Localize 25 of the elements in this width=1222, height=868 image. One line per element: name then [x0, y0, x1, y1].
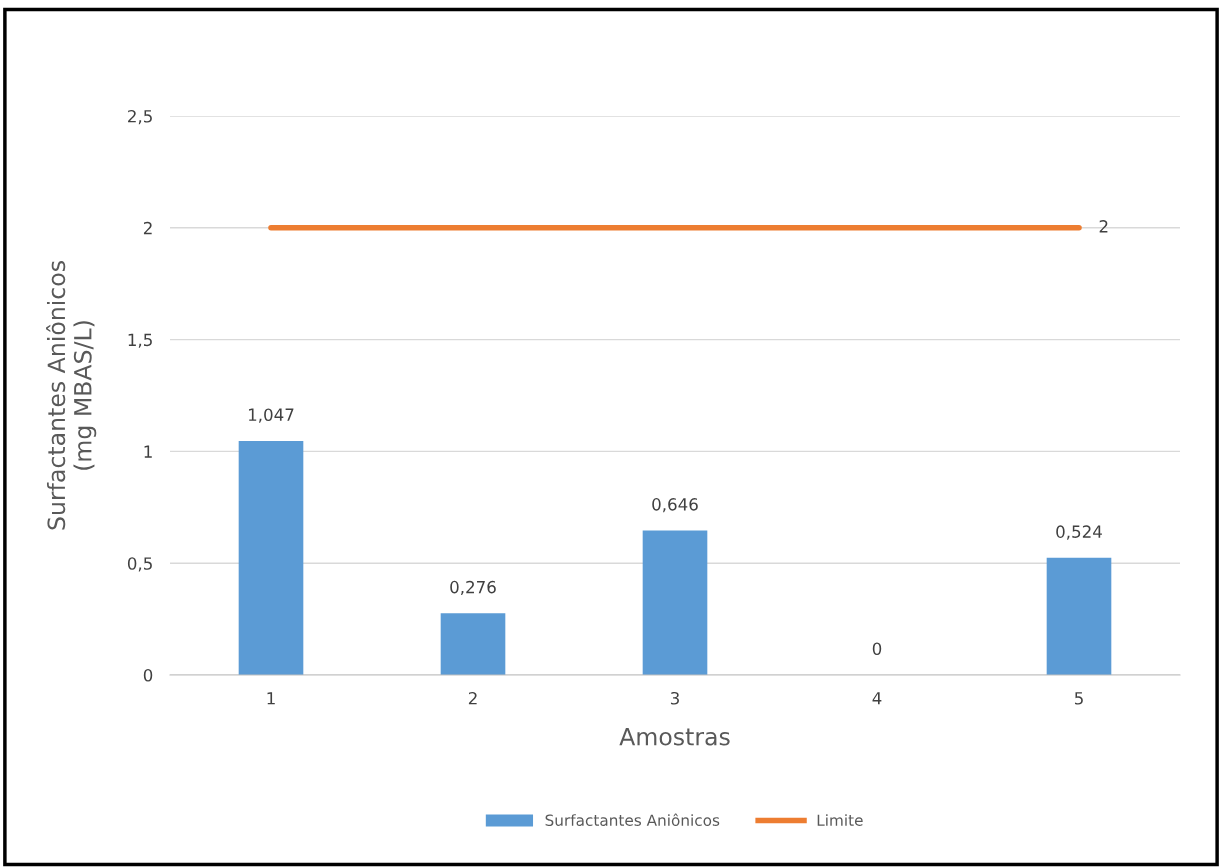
data-label: 1,047 — [248, 408, 294, 423]
data-label: 0,276 — [450, 580, 496, 596]
data-label: 0,524 — [1056, 525, 1102, 540]
y-tick-label: 0 — [143, 668, 153, 682]
x-tick-label: 1 — [267, 692, 275, 705]
bar — [1046, 557, 1112, 675]
x-tick-label: 5 — [1074, 692, 1083, 705]
y-tick-label: 1 — [144, 445, 152, 458]
y-axis-title: Surfactantes Aniônicos (mg MBAS/L) — [46, 261, 97, 530]
bar — [238, 440, 304, 675]
x-tick-label: 4 — [872, 692, 882, 705]
x-axis-title: Amostras — [619, 727, 730, 746]
bar — [642, 530, 708, 675]
y-tick-label: 2,5 — [128, 109, 152, 125]
y-tick-label: 0,5 — [127, 557, 152, 572]
y-tick-label: 1,5 — [128, 333, 152, 348]
data-label: 2 — [1099, 220, 1108, 233]
legend-label: Limite — [817, 814, 863, 826]
y-tick-label: 2 — [143, 221, 152, 235]
x-tick-label: 3 — [670, 691, 679, 705]
x-tick-label: 2 — [468, 691, 477, 705]
bar — [440, 613, 506, 675]
data-label: 0 — [872, 642, 882, 656]
data-label: 0,646 — [652, 498, 698, 513]
legend-label: Surfactantes Aniônicos — [545, 813, 720, 826]
